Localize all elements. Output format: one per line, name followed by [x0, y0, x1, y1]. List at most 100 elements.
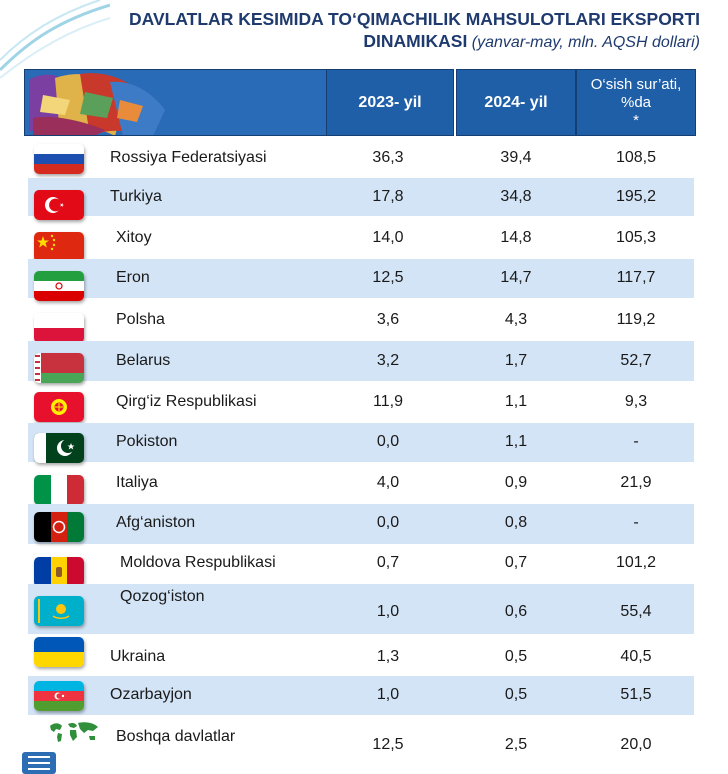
value-2024: 0,5 — [504, 648, 528, 665]
growth-value: 21,9 — [620, 474, 652, 491]
value-2023: 1,3 — [376, 648, 400, 665]
ukraine-flag-icon — [34, 637, 84, 667]
poland-flag-icon — [34, 313, 84, 343]
country-name: Ukraina — [110, 648, 166, 665]
table-row: Ozarbayjon 1,0 0,5 51,5 — [28, 676, 694, 715]
pakistan-flag-icon — [34, 433, 84, 463]
country-name: Belarus — [116, 352, 171, 369]
value-2023: 3,2 — [376, 352, 400, 369]
growth-value: 52,7 — [620, 352, 652, 369]
country-name: Moldova Respublikasi — [120, 554, 276, 571]
value-2024: 0,5 — [504, 686, 528, 703]
title-line2-bold: DINAMIKASI — [363, 31, 468, 51]
value-2023: 36,3 — [372, 149, 404, 166]
growth-value: 195,2 — [615, 188, 657, 205]
growth-value: 101,2 — [615, 554, 657, 571]
value-2024: 1,1 — [504, 433, 528, 450]
value-2023: 1,0 — [376, 603, 400, 620]
table-row: Qozog‘iston 1,0 0,6 55,4 — [28, 584, 694, 634]
page-title: DAVLATLAR KESIMIDA TO‘QIMACHILIK MAHSULO… — [0, 8, 700, 54]
country-name: Boshqa davlatlar — [116, 728, 236, 745]
kazakhstan-flag-icon — [34, 596, 84, 626]
column-header-growth: O‘sish sur’ati, %da * — [576, 69, 696, 136]
value-2023: 3,6 — [376, 311, 400, 328]
table-row: Turkiya 17,8 34,8 195,2 — [28, 178, 694, 220]
value-2024: 14,7 — [500, 269, 532, 286]
russia-flag-icon — [34, 144, 84, 174]
table-row: Italiya 4,0 0,9 21,9 — [28, 463, 694, 505]
title-line1: DAVLATLAR KESIMIDA TO‘QIMACHILIK MAHSULO… — [129, 9, 700, 29]
value-2024: 1,1 — [504, 393, 528, 410]
country-name: Rossiya Federatsiyasi — [110, 149, 267, 166]
italy-flag-icon — [34, 475, 84, 505]
kyrgyzstan-flag-icon — [34, 392, 84, 422]
table-row: Qirg‘iz Respublikasi 11,9 1,1 9,3 — [28, 382, 694, 422]
growth-value: 55,4 — [620, 603, 652, 620]
value-2023: 11,9 — [373, 393, 403, 410]
country-name: Italiya — [116, 474, 158, 491]
growth-header-line3: * — [633, 111, 639, 129]
country-name: Eron — [116, 269, 150, 286]
value-2023: 0,0 — [376, 433, 400, 450]
iran-flag-icon — [34, 271, 84, 301]
growth-value: - — [633, 433, 639, 450]
value-2023: 0,0 — [376, 514, 400, 531]
azerbaijan-flag-icon — [34, 681, 84, 711]
value-2024: 0,8 — [504, 514, 528, 531]
country-name: Qirg‘iz Respublikasi — [116, 393, 257, 410]
table-row: Boshqa davlatlar 12,5 2,5 20,0 — [28, 716, 694, 772]
moldova-flag-icon — [34, 557, 84, 587]
country-name: Pokiston — [116, 433, 178, 450]
world-map-icon — [48, 720, 100, 746]
growth-value: - — [633, 514, 639, 531]
table-row: Moldova Respublikasi 0,7 0,7 101,2 — [28, 545, 694, 587]
afghanistan-flag-icon — [34, 512, 84, 542]
growth-value: 108,5 — [615, 149, 657, 166]
country-name: Qozog‘iston — [120, 588, 205, 605]
value-2024: 4,3 — [504, 311, 528, 328]
country-name: Turkiya — [110, 188, 162, 205]
value-2023: 14,0 — [372, 229, 404, 246]
document-icon[interactable] — [22, 752, 56, 774]
value-2023: 4,0 — [376, 474, 400, 491]
country-name: Polsha — [116, 311, 165, 328]
value-2024: 0,9 — [504, 474, 528, 491]
table-row: Rossiya Federatsiyasi 36,3 39,4 108,5 — [28, 140, 694, 177]
value-2023: 0,7 — [376, 554, 400, 571]
value-2024: 0,6 — [504, 603, 528, 620]
table-row: Afg‘aniston 0,0 0,8 - — [28, 504, 694, 544]
title-line2: DINAMIKASI (yanvar-may, mln. AQSH dollar… — [0, 30, 700, 54]
value-2024: 14,8 — [500, 229, 532, 246]
country-name: Ozarbayjon — [110, 686, 192, 703]
value-2024: 1,7 — [504, 352, 528, 369]
value-2024: 0,7 — [504, 554, 528, 571]
table-row: Eron 12,5 14,7 117,7 — [28, 259, 694, 301]
growth-value: 51,5 — [620, 686, 652, 703]
growth-value: 40,5 — [620, 648, 652, 665]
value-2024: 39,4 — [500, 149, 532, 166]
column-header-2023: 2023- yil — [326, 69, 454, 136]
growth-value: 117,7 — [616, 269, 656, 286]
header-textile-image — [24, 69, 328, 136]
title-subtitle: (yanvar-may, mln. AQSH dollari) — [467, 34, 700, 51]
table-row: Belarus 3,2 1,7 52,7 — [28, 341, 694, 383]
growth-header-line1: O‘sish sur’ati, — [590, 75, 682, 93]
country-name: Afg‘aniston — [116, 514, 196, 531]
value-2023: 17,8 — [372, 188, 404, 205]
china-flag-icon — [34, 232, 84, 262]
table-row: Xitoy 14,0 14,8 105,3 — [28, 218, 694, 262]
turkey-flag-icon — [34, 190, 84, 220]
growth-value: 119,2 — [616, 311, 656, 328]
table-row: Ukraina 1,3 0,5 40,5 — [28, 635, 694, 675]
country-name: Xitoy — [116, 229, 152, 246]
table-row: Polsha 3,6 4,3 119,2 — [28, 299, 694, 343]
value-2024: 2,5 — [504, 736, 528, 753]
table-row: Pokiston 0,0 1,1 - — [28, 423, 694, 463]
growth-value: 105,3 — [615, 229, 657, 246]
value-2024: 34,8 — [500, 188, 532, 205]
growth-value: 9,3 — [624, 393, 648, 410]
growth-header-line2: %da — [620, 93, 652, 111]
value-2023: 1,0 — [376, 686, 400, 703]
belarus-flag-icon — [34, 353, 84, 383]
value-2023: 12,5 — [372, 736, 404, 753]
